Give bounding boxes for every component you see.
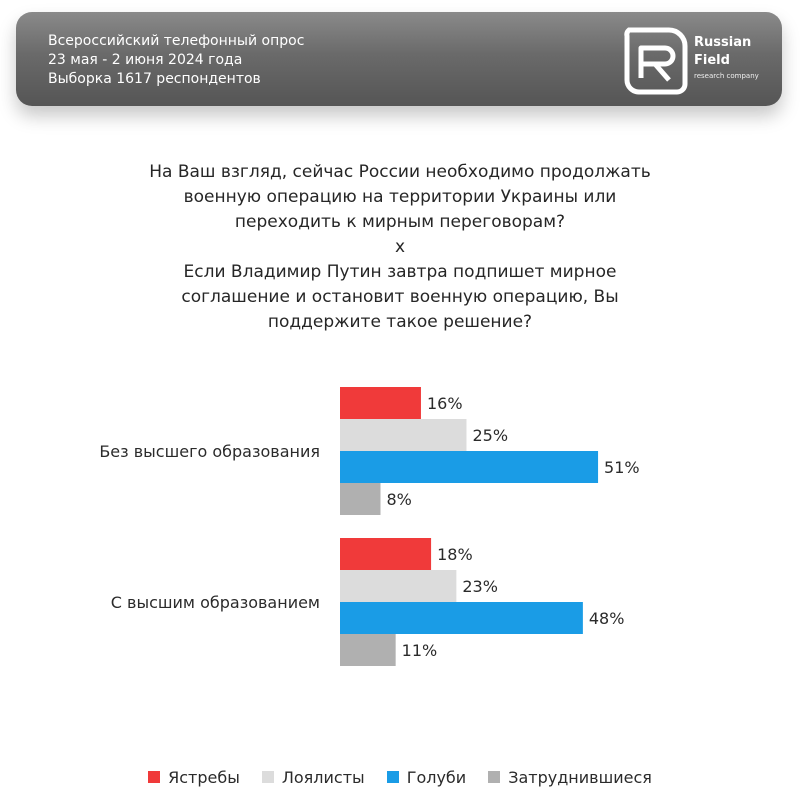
brand-name: Russian Field research company	[694, 34, 759, 82]
data-label-undecided-no-higher-education: 8%	[386, 490, 411, 509]
data-label-hawks-higher-education: 18%	[437, 545, 473, 564]
legend-swatch-doves	[386, 771, 399, 783]
bar-undecided-no-higher-education	[340, 483, 381, 515]
chart-legend: Ястребы Лоялисты Голуби Затруднившиеся	[0, 765, 800, 789]
data-label-hawks-no-higher-education: 16%	[427, 394, 463, 413]
survey-dates: 23 мая - 2 июня 2024 года	[48, 52, 243, 68]
survey-info: Всероссийский телефонный опрос 23 мая - …	[48, 32, 304, 89]
legend-swatch-undecided	[488, 771, 501, 783]
bar-hawks-no-higher-education	[340, 387, 421, 419]
legend-item-doves: Голуби	[386, 765, 467, 789]
question-line: Если Владимир Путин завтра подпишет мирн…	[183, 262, 617, 282]
data-label-undecided-higher-education: 11%	[402, 641, 438, 660]
brand-line-2: Field	[694, 53, 730, 68]
legend-swatch-loyalists	[261, 771, 274, 783]
question-line: военную операцию на территории Украины и…	[183, 187, 617, 207]
bar-chart: 16% 25% 51% 8% Без высшего образования 18% 23%…	[99, 387, 640, 666]
legend-item-undecided: Затруднившиеся	[488, 765, 652, 789]
category-label-higher-education: С высшим образованием	[111, 593, 320, 612]
survey-type: Всероссийский телефонный опрос	[48, 33, 305, 49]
legend-label-hawks: Ястребы	[168, 767, 240, 787]
survey-sample: Выборка 1617 респондентов	[48, 71, 261, 87]
legend-item-loyalists: Лоялисты	[261, 765, 365, 789]
bar-loyalists-no-higher-education	[340, 419, 467, 451]
survey-question: На Ваш взгляд, сейчас России необходимо …	[60, 160, 740, 335]
brand-subtitle: research company	[694, 72, 759, 80]
header-banner: Всероссийский телефонный опрос 23 мая - …	[16, 12, 782, 106]
legend-label-undecided: Затруднившиеся	[508, 767, 652, 787]
bar-doves-higher-education	[340, 602, 583, 634]
question-cross-symbol: x	[394, 237, 406, 257]
legend-swatch-hawks	[148, 771, 161, 783]
bar-doves-no-higher-education	[340, 451, 599, 483]
legend-label-doves: Голуби	[406, 767, 467, 787]
bar-undecided-higher-education	[340, 634, 396, 666]
data-label-doves-no-higher-education: 51%	[604, 458, 640, 477]
question-line: На Ваш взгляд, сейчас России необходимо …	[149, 162, 651, 182]
category-label-no-higher-education: Без высшего образования	[99, 442, 320, 461]
question-line: переходить к мирным переговорам?	[234, 212, 566, 232]
data-label-loyalists-no-higher-education: 25%	[473, 426, 509, 445]
russian-field-logo-icon	[624, 27, 688, 95]
question-line: поддержите такое решение?	[267, 312, 533, 332]
legend-label-loyalists: Лоялисты	[281, 767, 365, 787]
data-label-loyalists-higher-education: 23%	[462, 577, 498, 596]
question-line: соглашение и остановит военную операцию,…	[181, 287, 619, 307]
data-label-doves-higher-education: 48%	[589, 609, 625, 628]
bar-loyalists-higher-education	[340, 570, 457, 602]
legend-item-hawks: Ястребы	[148, 765, 240, 789]
brand-line-1: Russian	[694, 35, 752, 50]
bar-hawks-higher-education	[340, 538, 432, 570]
